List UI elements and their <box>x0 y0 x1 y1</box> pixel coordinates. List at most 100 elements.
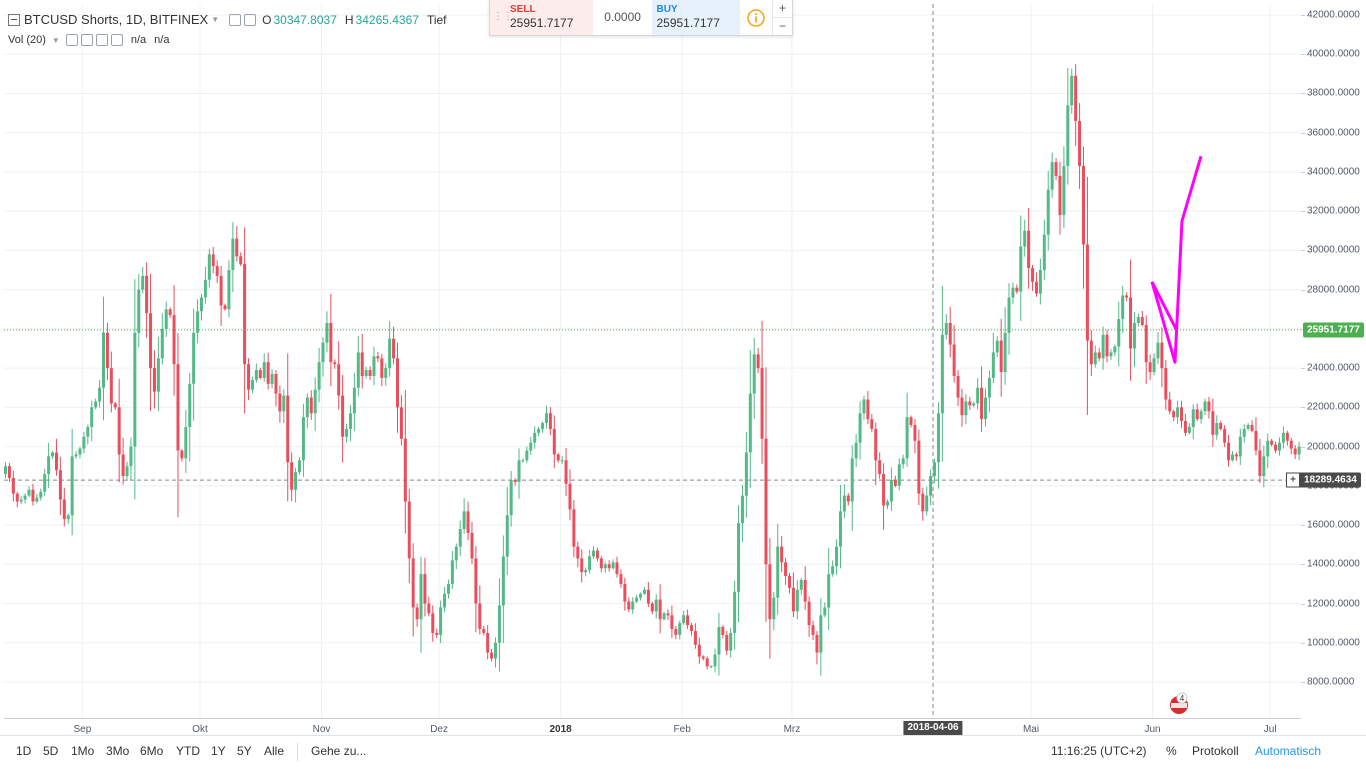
candle-down <box>952 344 956 376</box>
candle-up <box>744 452 748 496</box>
candle-up <box>1062 166 1066 216</box>
candle-down <box>870 419 874 429</box>
candle-down <box>1144 324 1148 363</box>
settings-icon[interactable] <box>80 34 93 46</box>
candle-down <box>658 599 662 620</box>
candle-down <box>788 576 791 588</box>
range-button-ytd[interactable]: YTD <box>176 744 200 758</box>
chart-plot-area[interactable] <box>4 4 1302 718</box>
candle-up <box>298 460 301 473</box>
candle-up <box>345 428 349 437</box>
candle-up <box>133 332 137 447</box>
symbol-dropdown-icon[interactable]: ▼ <box>211 15 220 24</box>
candle-down <box>646 589 650 604</box>
candle-up <box>1003 332 1007 373</box>
candle-up <box>537 428 541 433</box>
symbol-title[interactable]: BTCUSD Shorts, 1D, BITFINEX <box>24 12 209 27</box>
candle-down <box>1129 297 1133 349</box>
time-axis-line <box>4 718 1301 719</box>
candle-down <box>243 264 247 365</box>
candle-up <box>733 591 737 633</box>
price-axis[interactable]: 42000.0000 40000.0000 38000.0000 36000.0000… <box>1301 4 1366 718</box>
candle-down <box>556 454 560 461</box>
crosshair-plus-button[interactable]: + <box>1286 472 1300 488</box>
candle-up <box>458 528 462 547</box>
candle-up <box>772 597 776 620</box>
candle-up <box>517 460 521 482</box>
increase-button[interactable]: + <box>779 1 787 15</box>
candle-up <box>203 279 207 298</box>
range-button-3mo[interactable]: 3Mo <box>106 744 130 758</box>
settings-icon[interactable] <box>244 13 257 26</box>
candle-up <box>1023 230 1027 247</box>
range-button-alle[interactable]: Alle <box>264 744 285 758</box>
candle-down <box>686 615 690 626</box>
candle-up <box>1199 411 1203 420</box>
candle-up <box>450 560 454 584</box>
candle-down <box>333 362 337 365</box>
candle-down <box>615 562 619 575</box>
range-button-1d[interactable]: 1D <box>16 744 32 758</box>
candle-up <box>1215 423 1219 435</box>
flag-badge-count: 4 <box>1180 694 1185 703</box>
candle-up <box>1011 287 1015 298</box>
collapse-icon[interactable] <box>8 13 20 26</box>
eye-icon[interactable] <box>65 34 78 46</box>
clock-timezone[interactable]: 11:16:25 (UTC+2) <box>1051 744 1147 758</box>
price-tick-mark <box>1301 446 1305 448</box>
candle-down <box>415 607 419 620</box>
candle-up <box>886 501 889 506</box>
range-button-6mo[interactable]: 6Mo <box>140 744 164 758</box>
percent-scale-button[interactable]: % <box>1166 744 1177 758</box>
price-tick-label: 12000.0000 <box>1307 598 1360 610</box>
volume-dropdown-icon[interactable]: ▼ <box>51 35 60 45</box>
crosshair-price-value: 18289.4634 <box>1304 474 1357 486</box>
add-icon[interactable] <box>95 34 108 46</box>
goto-date-button[interactable]: Gehe zu... <box>311 744 367 758</box>
candle-down <box>1211 411 1215 435</box>
range-button-1y[interactable]: 1Y <box>211 744 226 758</box>
candle-up <box>592 550 595 557</box>
candle-up <box>19 499 23 502</box>
range-button-1mo[interactable]: 1Mo <box>71 744 95 758</box>
candle-down <box>290 462 294 490</box>
candle-down <box>564 460 568 484</box>
range-button-5d[interactable]: 5D <box>43 744 59 758</box>
candle-down <box>431 613 435 633</box>
candle-up <box>348 413 352 429</box>
candle-up <box>1191 409 1195 427</box>
eye-icon[interactable] <box>229 13 242 26</box>
drag-handle-icon[interactable]: ⋮⋮ <box>493 11 513 22</box>
candle-up <box>90 407 94 427</box>
decrease-button[interactable]: − <box>773 17 793 35</box>
candle-up <box>991 352 995 378</box>
price-tick-label: 30000.0000 <box>1307 244 1360 256</box>
candle-down <box>1054 162 1058 176</box>
candle-up <box>129 446 133 467</box>
sell-button[interactable]: SELL 25951.7177 <box>490 0 593 35</box>
events-flag-icon[interactable]: 4 <box>1162 692 1196 714</box>
candle-down <box>1285 432 1289 441</box>
close-icon[interactable] <box>110 34 123 46</box>
candle-down <box>1258 450 1262 477</box>
candle-down <box>1207 401 1211 412</box>
candle-up <box>47 456 51 475</box>
candle-up <box>1176 407 1180 418</box>
info-button[interactable] <box>740 0 772 35</box>
price-tick-label: 10000.0000 <box>1307 637 1360 649</box>
candle-up <box>74 454 78 457</box>
price-tick-label: 24000.0000 <box>1307 362 1360 374</box>
candle-up <box>976 387 980 404</box>
candle-down <box>548 413 552 429</box>
candle-down <box>968 401 972 406</box>
range-button-5y[interactable]: 5Y <box>237 744 252 758</box>
volume-label[interactable]: Vol (20) <box>8 34 46 46</box>
quantity-stepper[interactable]: + − <box>772 0 793 35</box>
candle-up <box>200 297 203 312</box>
price-tick-mark <box>1301 132 1305 134</box>
log-scale-button[interactable]: Protokoll <box>1192 744 1239 758</box>
candle-down <box>956 375 960 398</box>
auto-scale-button[interactable]: Automatisch <box>1255 744 1322 758</box>
buy-button[interactable]: BUY 25951.7177 <box>652 0 741 35</box>
candlestick-chart[interactable] <box>4 4 1301 718</box>
